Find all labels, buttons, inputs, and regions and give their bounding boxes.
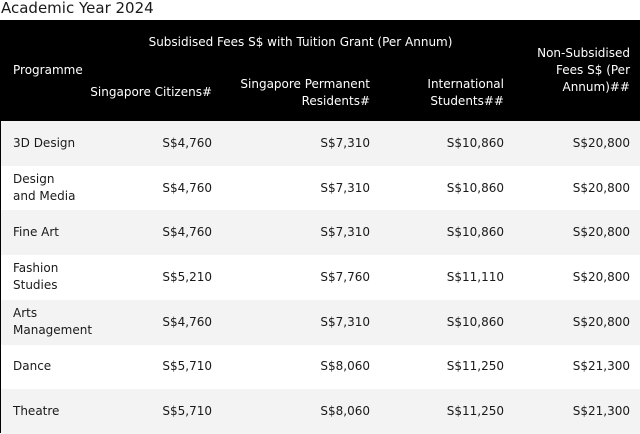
citizens-fee: S$4,760 — [87, 299, 222, 345]
non-subsidised-fee: S$20,800 — [514, 165, 640, 211]
programme-name: Dance — [1, 344, 87, 390]
pr-fee: S$7,760 — [222, 255, 380, 300]
table-row: Arts Management S$4,760 S$7,310 S$10,860… — [1, 299, 640, 345]
programme-name: Arts Management — [1, 299, 92, 345]
header-singapore-citizens: Singapore Citizens# — [87, 64, 222, 121]
programme-name: Fine Art — [1, 210, 87, 256]
header-non-subsidised: Non-Subsidised Fees S$ (Per Annum)## — [514, 20, 640, 121]
non-subsidised-fee: S$21,300 — [514, 344, 640, 390]
table-row: Design and Media S$4,760 S$7,310 S$10,86… — [1, 165, 640, 211]
non-subsidised-fee: S$20,800 — [514, 210, 640, 256]
table-row: Fine Art S$4,760 S$7,310 S$10,860 S$20,8… — [1, 210, 640, 256]
non-subsidised-fee: S$20,800 — [514, 299, 640, 345]
citizens-fee: S$5,210 — [87, 255, 222, 300]
citizens-fee: S$4,760 — [87, 210, 222, 256]
table-row: 3D Design S$4,760 S$7,310 S$10,860 S$20,… — [1, 121, 640, 166]
header-international-students: International Students## — [380, 64, 514, 121]
citizens-fee: S$5,710 — [87, 389, 222, 434]
international-fee: S$10,860 — [380, 210, 514, 256]
international-fee: S$10,860 — [380, 299, 514, 345]
citizens-fee: S$4,760 — [87, 121, 222, 166]
table-row: Fashion Studies S$5,210 S$7,760 S$11,110… — [1, 255, 640, 300]
non-subsidised-fee: S$21,300 — [514, 389, 640, 434]
citizens-fee: S$4,760 — [87, 165, 222, 211]
programme-name: Theatre — [1, 389, 87, 434]
international-fee: S$10,860 — [380, 121, 514, 166]
non-subsidised-fee: S$20,800 — [514, 121, 640, 166]
page-title: Academic Year 2024 — [1, 0, 154, 17]
pr-fee: S$8,060 — [222, 389, 380, 434]
non-subsidised-fee: S$20,800 — [514, 255, 640, 300]
pr-fee: S$7,310 — [222, 121, 380, 166]
table-body: 3D Design S$4,760 S$7,310 S$10,860 S$20,… — [1, 121, 640, 434]
citizens-fee: S$5,710 — [87, 344, 222, 390]
international-fee: S$10,860 — [380, 165, 514, 211]
pr-fee: S$8,060 — [222, 344, 380, 390]
programme-name: Design and Media — [1, 165, 87, 211]
header-subsidised-group: Subsidised Fees S$ with Tuition Grant (P… — [87, 20, 514, 64]
programme-name: 3D Design — [1, 121, 87, 166]
header-programme: Programme — [1, 20, 87, 121]
international-fee: S$11,250 — [380, 344, 514, 390]
table-row: Theatre S$5,710 S$8,060 S$11,250 S$21,30… — [1, 389, 640, 434]
table-row: Dance S$5,710 S$8,060 S$11,250 S$21,300 — [1, 344, 640, 390]
header-permanent-residents: Singapore Permanent Residents# — [222, 64, 380, 121]
pr-fee: S$7,310 — [222, 210, 380, 256]
pr-fee: S$7,310 — [222, 165, 380, 211]
international-fee: S$11,110 — [380, 255, 514, 300]
international-fee: S$11,250 — [380, 389, 514, 434]
pr-fee: S$7,310 — [222, 299, 380, 345]
fees-table: Programme Subsidised Fees S$ with Tuitio… — [1, 20, 640, 434]
programme-name: Fashion Studies — [1, 255, 87, 300]
table-header: Programme Subsidised Fees S$ with Tuitio… — [1, 20, 640, 121]
